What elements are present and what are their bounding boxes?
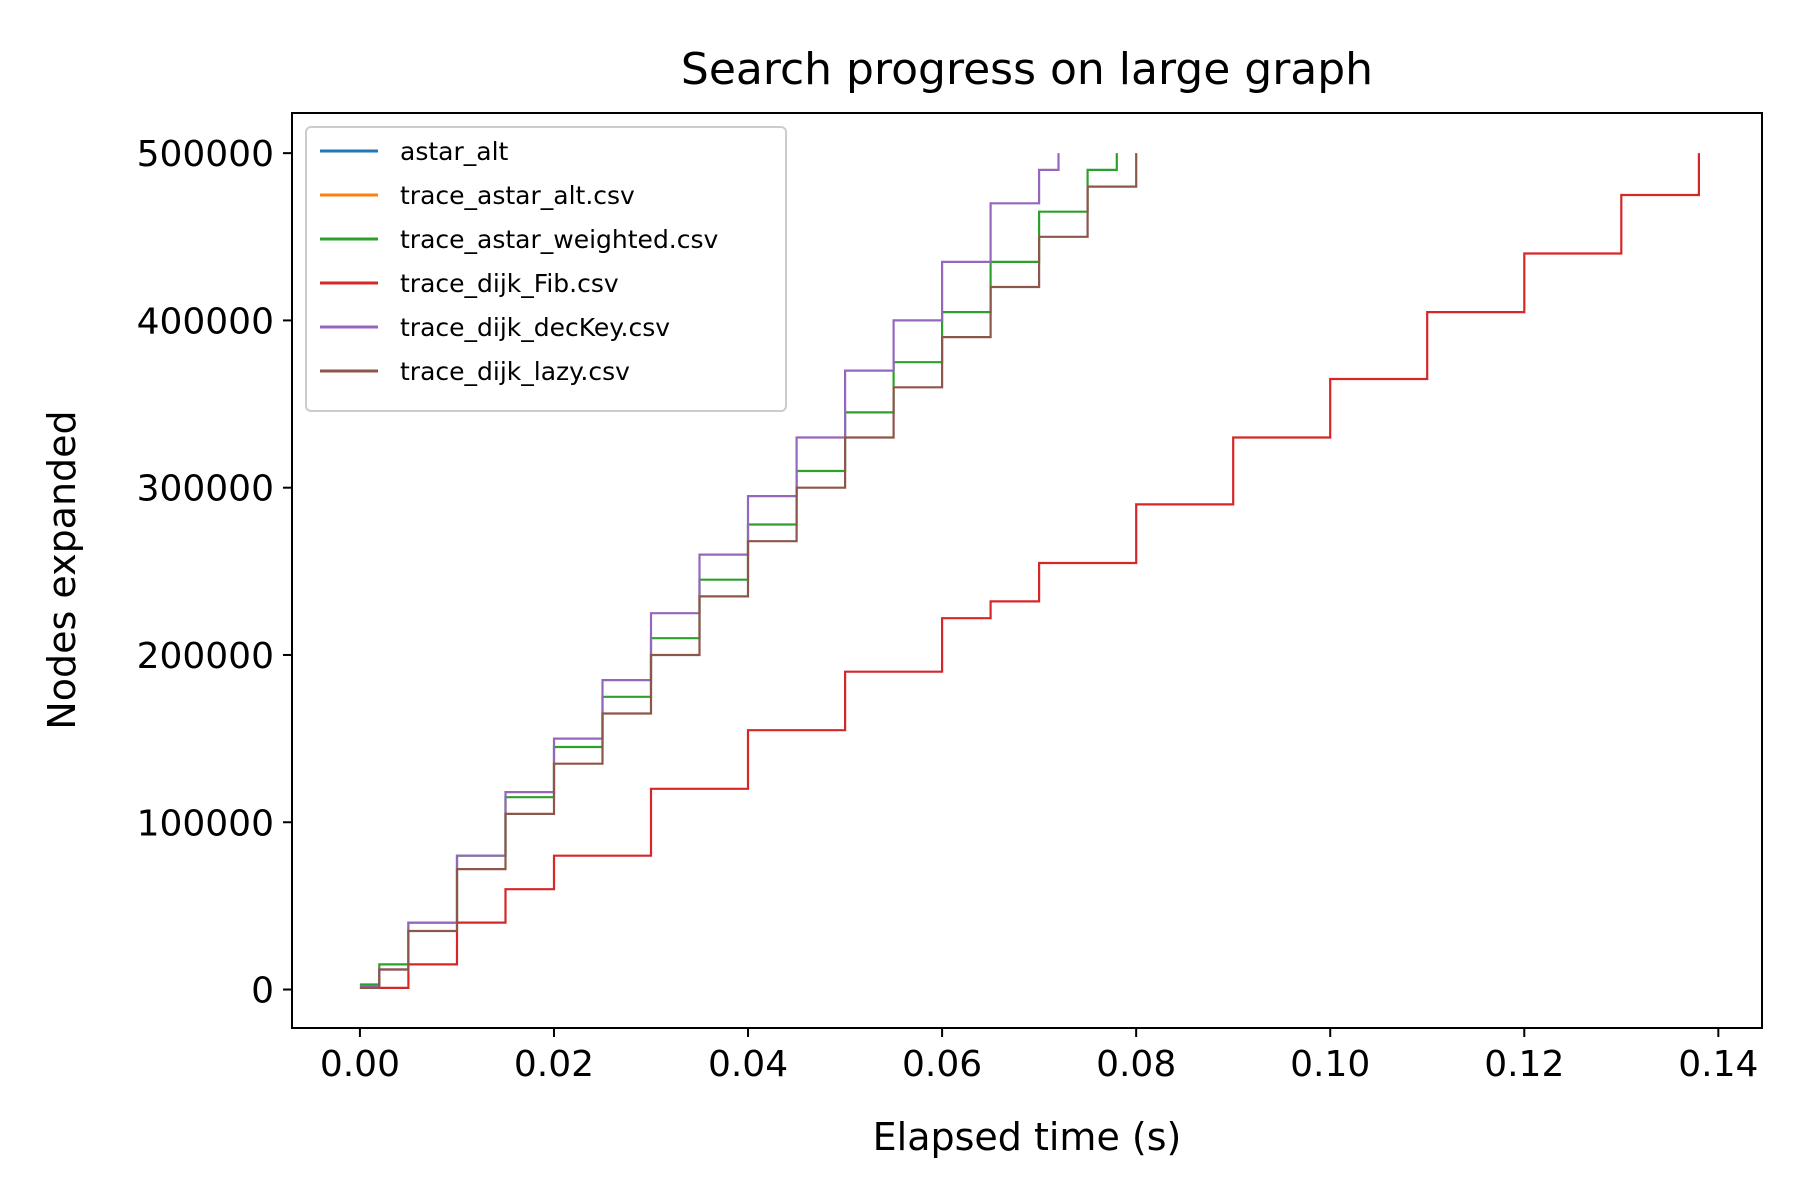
x-tick-label: 0.08: [1096, 1044, 1176, 1085]
legend-label-trace-astar-weighted-csv: trace_astar_weighted.csv: [400, 225, 719, 254]
x-tick-label: 0.02: [514, 1044, 594, 1085]
y-tick-label: 0: [251, 971, 274, 1012]
legend-label-trace-dijk-lazy-csv: trace_dijk_lazy.csv: [400, 357, 630, 386]
x-axis-label: Elapsed time (s): [873, 1115, 1182, 1159]
x-tick-label: 0.06: [902, 1044, 982, 1085]
legend-box: [305, 126, 787, 412]
y-axis-label: Nodes expanded: [40, 410, 84, 729]
series-line-trace-dijk-fib-csv: [359, 153, 1700, 989]
x-tick-label: 0.14: [1678, 1044, 1758, 1085]
legend-label-astar-alt: astar_alt: [400, 137, 509, 166]
y-tick-label: 500000: [137, 134, 274, 175]
y-tick-label: 300000: [137, 469, 274, 510]
series-line-trace-dijk-lazy-csv: [359, 153, 1138, 989]
x-tick-label: 0.00: [320, 1044, 400, 1085]
legend-label-trace-dijk-deckey-csv: trace_dijk_decKey.csv: [400, 313, 670, 342]
y-tick-label: 400000: [137, 301, 274, 342]
x-tick-label: 0.04: [708, 1044, 788, 1085]
legend-label-trace-dijk-fib-csv: trace_dijk_Fib.csv: [400, 269, 619, 298]
x-axis-ticks: 0.00 0.02 0.04 0.06 0.08 0.10 0.12 0.14: [320, 1028, 1758, 1085]
legend-label-trace-astar-alt-csv: trace_astar_alt.csv: [400, 181, 635, 210]
plot-area-frame: [291, 112, 1763, 1029]
chart-title: Search progress on large graph: [681, 44, 1373, 95]
y-tick-label: 200000: [137, 636, 274, 677]
x-tick-label: 0.12: [1484, 1044, 1564, 1085]
y-axis-ticks: 0 100000 200000 300000 400000 500000: [137, 134, 292, 1012]
plot-series: [359, 153, 1700, 989]
y-tick-label: 100000: [137, 803, 274, 844]
x-tick-label: 0.10: [1290, 1044, 1370, 1085]
legend: astar_alt trace_astar_alt.csv trace_astar_…: [305, 126, 787, 412]
